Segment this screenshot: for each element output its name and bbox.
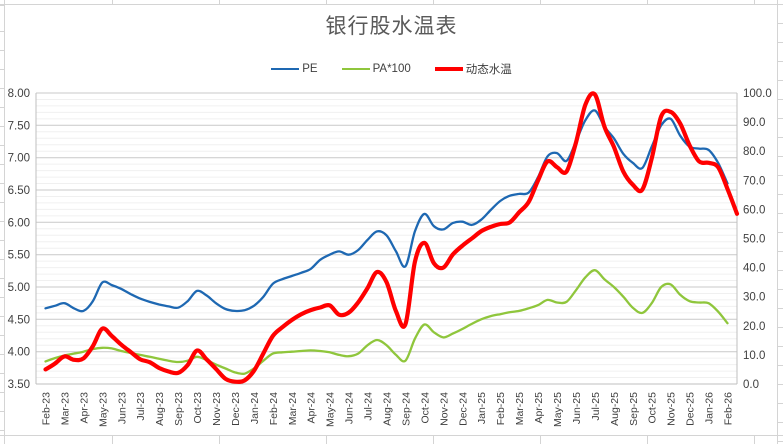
x-axis-label: Aug-24 (382, 392, 394, 426)
y-axis-label-left: 5.50 (8, 250, 30, 262)
chart-area[interactable] (5, 5, 777, 435)
x-axis-label: Jan-25 (476, 392, 488, 424)
x-axis-label: Jul-23 (135, 392, 147, 421)
x-axis-label: Jul-24 (363, 392, 375, 421)
series-line-0 (44, 109, 729, 313)
x-axis-label: Mar-24 (287, 392, 299, 425)
x-axis-label: Sep-25 (628, 392, 640, 426)
x-axis-label: Oct-23 (192, 392, 204, 424)
sheet-gridline-right (777, 0, 778, 444)
x-axis-label: Aug-23 (154, 392, 166, 426)
y-axis-label-left: 5.00 (8, 282, 30, 294)
x-axis-label: Feb-24 (268, 392, 280, 425)
sheet-gridline-bottom (0, 435, 783, 436)
x-axis-label: Dec-25 (685, 392, 697, 426)
y-axis-label-right: 90.0 (743, 117, 765, 129)
y-axis-label-left: 3.50 (8, 379, 30, 391)
series-line-1 (44, 269, 729, 376)
legend-label-pa100: PA*100 (372, 63, 411, 75)
series-line-2 (43, 91, 740, 385)
x-axis-label: Feb-23 (40, 392, 52, 425)
x-axis-label: Nov-24 (438, 392, 450, 426)
legend-item-pa100: PA*100 (341, 63, 411, 75)
y-axis-label-left: 6.50 (8, 185, 30, 197)
legend-item-dynamic-temp: 动态水温 (434, 61, 512, 77)
y-axis-label-left: 8.00 (8, 88, 30, 100)
legend-item-pe: PE (271, 63, 318, 75)
x-axis-label: Apr-23 (78, 392, 90, 424)
y-axis-label-right: 50.0 (743, 234, 765, 246)
y-axis-label-left: 6.00 (8, 217, 30, 229)
x-axis-label: Feb-25 (495, 392, 507, 425)
x-axis-label: Nov-23 (211, 392, 223, 426)
dynamic-temp-line-swatch-icon (434, 67, 463, 71)
pa100-line-swatch-icon (341, 67, 370, 71)
x-axis-label: May-24 (325, 392, 337, 427)
y-axis-label-left: 4.50 (8, 314, 30, 326)
y-axis-label-right: 80.0 (743, 146, 765, 158)
x-axis-label: Sep-23 (173, 392, 185, 426)
x-axis-label: Aug-25 (609, 392, 621, 426)
legend-label-dynamic-temp: 动态水温 (465, 64, 512, 76)
x-axis-label: Jun-24 (344, 392, 356, 424)
y-axis-label-right: 30.0 (743, 292, 765, 304)
sheet-gridline-stubs-left (0, 0, 4, 444)
sheet-gridline-stubs-right (778, 0, 783, 444)
x-axis-label: Apr-25 (533, 392, 545, 424)
x-axis-label: Nov-25 (666, 392, 678, 426)
y-axis-label-right: 60.0 (743, 204, 765, 216)
sheet-gridline-stubs-top (0, 0, 783, 4)
y-axis-label-left: 7.50 (8, 120, 30, 132)
x-axis-label: Dec-24 (457, 392, 469, 426)
y-axis-label-right: 20.0 (743, 321, 765, 333)
x-axis-label: May-23 (97, 392, 109, 427)
x-axis-label: Dec-23 (230, 392, 242, 426)
chart-title: 银行股水温表 (325, 15, 458, 38)
y-axis-label-left: 7.00 (8, 153, 30, 165)
x-axis-label: Oct-24 (419, 392, 431, 424)
y-axis-label-right: 0.0 (743, 379, 759, 391)
y-axis-label-right: 10.0 (743, 350, 765, 362)
x-axis-label: Jul-25 (590, 392, 602, 421)
sheet-gridline-left (4, 0, 5, 444)
x-axis-label: Mar-23 (59, 392, 71, 425)
y-axis-label-right: 40.0 (743, 263, 765, 275)
legend: PE PA*100 动态水温 (0, 61, 783, 77)
legend-label-pe: PE (302, 63, 318, 75)
x-axis-label: Sep-24 (400, 392, 412, 426)
x-axis-label: Feb-26 (723, 392, 735, 425)
pe-line-swatch-icon (271, 67, 300, 71)
sheet-gridline-top (0, 4, 783, 5)
sheet-gridline-stubs-bottom (0, 436, 783, 444)
y-axis-label-left: 4.00 (8, 347, 30, 359)
x-axis-label: May-25 (552, 392, 564, 427)
x-axis-label: Oct-25 (647, 392, 659, 424)
x-axis-label: Jan-26 (704, 392, 716, 424)
x-axis-label: Jun-23 (116, 392, 128, 424)
y-axis-label-right: 70.0 (743, 175, 765, 187)
x-axis-label: Apr-24 (306, 392, 318, 424)
y-axis-label-right: 100.0 (743, 88, 772, 100)
x-axis-label: Jun-25 (571, 392, 583, 424)
x-axis-label: Mar-25 (514, 392, 526, 425)
x-axis-label: Jan-24 (249, 392, 261, 424)
